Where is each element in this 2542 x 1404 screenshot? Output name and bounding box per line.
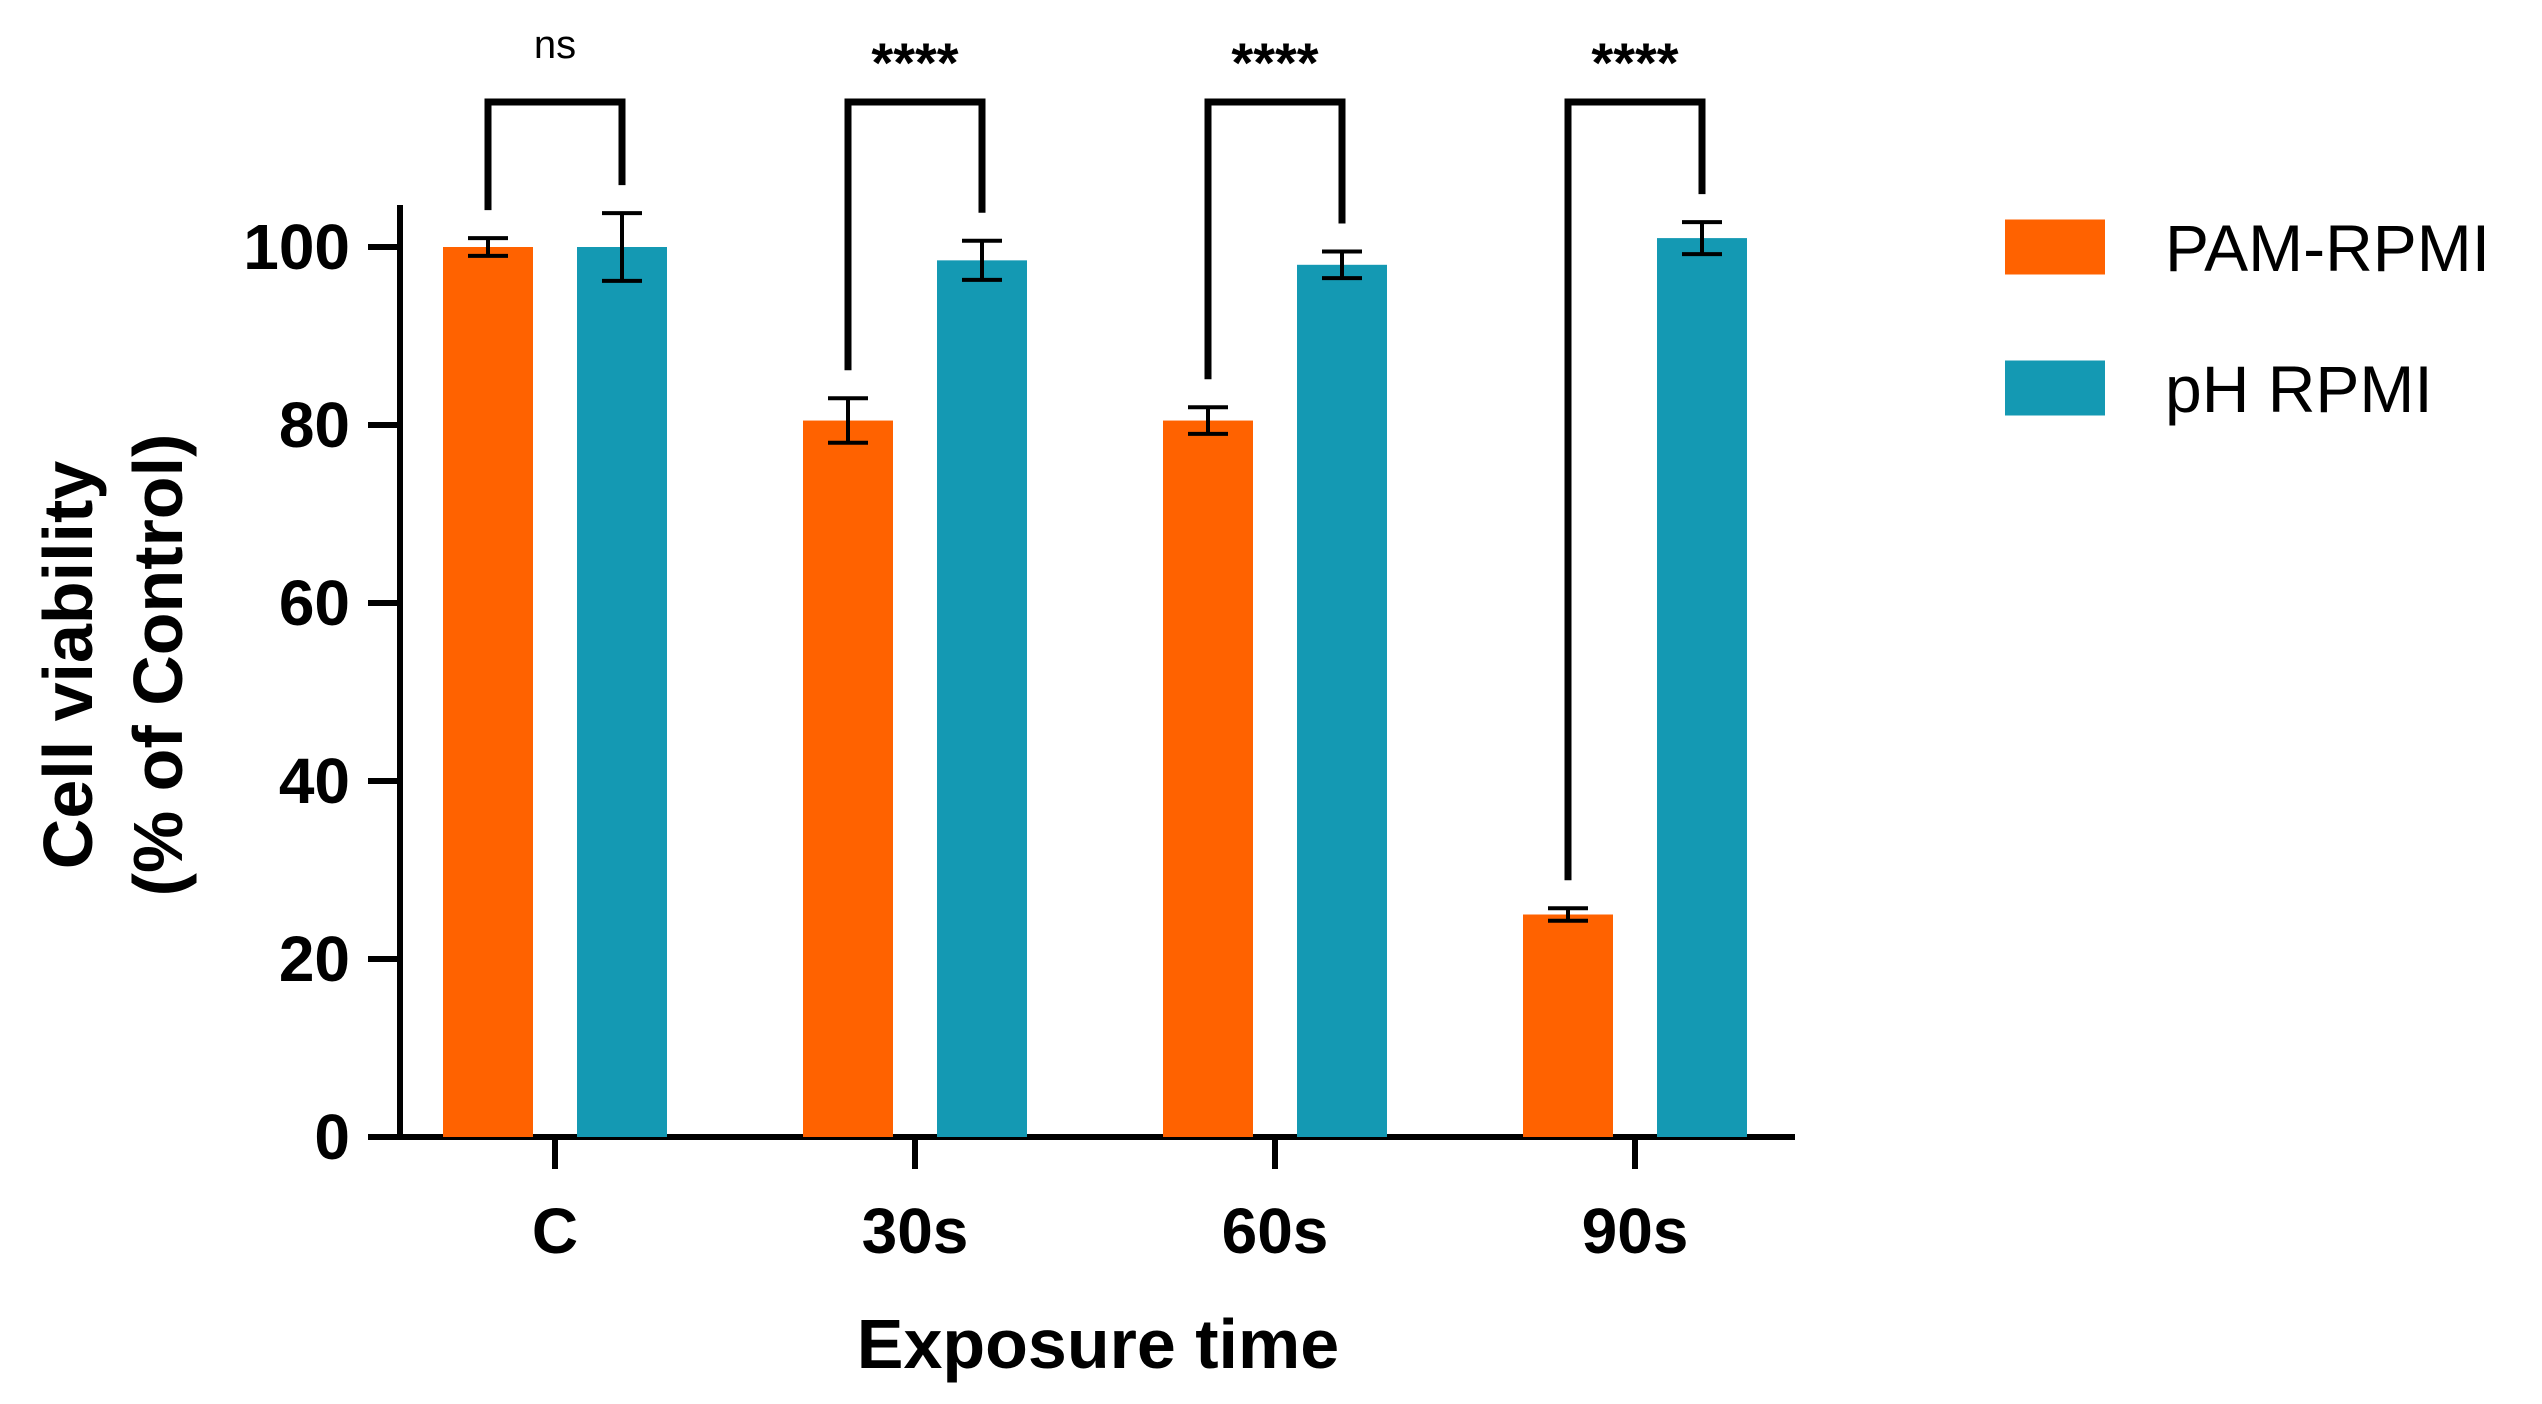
error-bars-group bbox=[468, 211, 1722, 923]
bar-pam-rpmi-60s bbox=[1163, 420, 1253, 1137]
x-tick-label: 60s bbox=[1222, 1195, 1329, 1267]
bracket-line bbox=[844, 98, 986, 371]
error-bar bbox=[1548, 906, 1588, 923]
significance-label: **** bbox=[1231, 31, 1318, 94]
significance-brackets: ns **** **** **** bbox=[484, 23, 1706, 881]
error-bar bbox=[1322, 249, 1362, 281]
significance-label: **** bbox=[871, 31, 958, 94]
x-tick-label: 30s bbox=[862, 1195, 969, 1267]
bar-ph-rpmi-90s bbox=[1657, 238, 1747, 1138]
x-tick-label: C bbox=[532, 1195, 578, 1267]
legend-swatch-ph-rpmi bbox=[2005, 360, 2105, 416]
bar-ph-rpmi-60s bbox=[1297, 264, 1387, 1137]
bar-pam-rpmi-c bbox=[443, 247, 533, 1137]
error-bar bbox=[468, 236, 508, 258]
error-bar bbox=[1682, 220, 1722, 257]
legend-swatch-pam-rpmi bbox=[2005, 219, 2105, 275]
bar-pam-rpmi-30s bbox=[803, 420, 893, 1137]
significance-bracket: **** bbox=[844, 31, 986, 371]
significance-bracket: ns bbox=[484, 23, 626, 211]
y-axis-title-line-2: (% of Control) bbox=[119, 434, 197, 897]
y-axis-title: Cell viability (% of Control) bbox=[29, 434, 197, 897]
error-bar bbox=[828, 396, 868, 445]
x-axis-title: Exposure time bbox=[857, 1305, 1339, 1383]
legend: PAM-RPMI pH RPMI bbox=[2005, 211, 2490, 426]
significance-bracket: **** bbox=[1564, 31, 1706, 881]
significance-label: ns bbox=[534, 23, 576, 67]
bracket-line bbox=[1204, 98, 1346, 380]
y-tick-label: 100 bbox=[243, 211, 350, 283]
y-tick-label: 60 bbox=[279, 567, 350, 639]
x-axis-ticks: C 30s 60s 90s bbox=[532, 1137, 1689, 1267]
x-tick-label: 90s bbox=[1582, 1195, 1689, 1267]
bracket-line bbox=[1564, 98, 1706, 881]
error-bar bbox=[1188, 405, 1228, 436]
y-axis-ticks: 0 20 40 60 80 100 bbox=[243, 211, 400, 1173]
legend-label-pam-rpmi: PAM-RPMI bbox=[2165, 211, 2490, 285]
y-tick-label: 80 bbox=[279, 389, 350, 461]
y-tick-label: 0 bbox=[314, 1101, 350, 1173]
bars-group bbox=[443, 238, 1747, 1138]
bar-ph-rpmi-c bbox=[577, 247, 667, 1137]
bar-pam-rpmi-90s bbox=[1523, 914, 1613, 1137]
legend-label-ph-rpmi: pH RPMI bbox=[2165, 352, 2433, 426]
error-bar bbox=[602, 211, 642, 283]
y-tick-label: 40 bbox=[279, 745, 350, 817]
error-bar bbox=[962, 238, 1002, 282]
y-tick-label: 20 bbox=[279, 923, 350, 995]
bracket-line bbox=[484, 98, 626, 211]
significance-label: **** bbox=[1591, 31, 1678, 94]
significance-bracket: **** bbox=[1204, 31, 1346, 380]
bar-ph-rpmi-30s bbox=[937, 260, 1027, 1138]
y-axis-title-line-1: Cell viability bbox=[29, 461, 107, 870]
